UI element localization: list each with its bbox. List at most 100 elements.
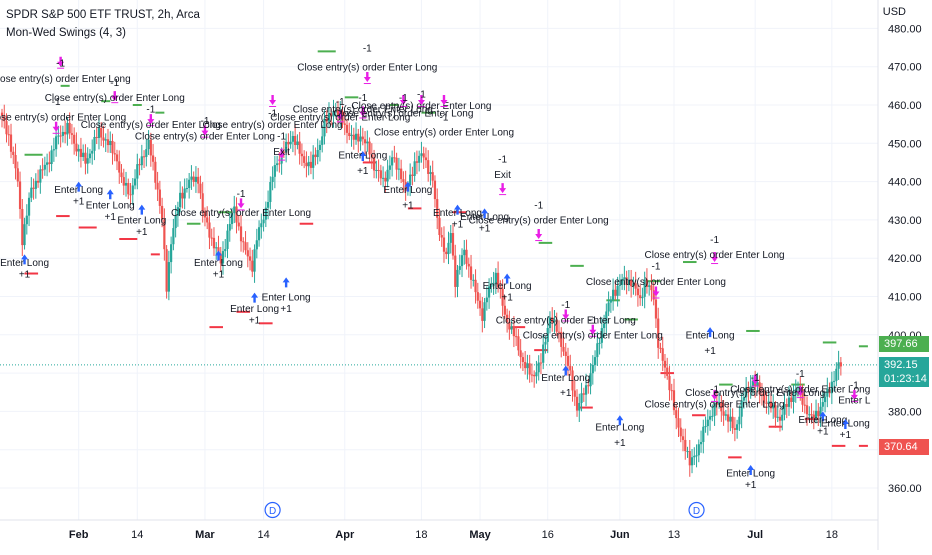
candle-body bbox=[727, 414, 730, 422]
exit-arrow-icon bbox=[111, 91, 119, 102]
candle-body bbox=[612, 289, 615, 301]
candle-body bbox=[95, 136, 98, 138]
candle-body bbox=[715, 403, 718, 405]
dividend-marker[interactable] bbox=[688, 501, 705, 519]
candle-body bbox=[600, 328, 603, 343]
candle-body bbox=[519, 350, 522, 358]
candle-body bbox=[246, 250, 249, 257]
exit-qty-label: -1 bbox=[56, 59, 65, 70]
currency-label[interactable]: USD bbox=[882, 6, 906, 18]
candle-body bbox=[228, 224, 231, 231]
candle-body bbox=[375, 169, 378, 171]
candle-body bbox=[262, 219, 265, 224]
exit-label: Close entry(s) order Enter Long bbox=[203, 120, 343, 131]
candle-body bbox=[104, 139, 107, 141]
candle-body bbox=[149, 139, 152, 156]
time-tick-label: Feb bbox=[69, 529, 89, 541]
symbol-title[interactable]: SPDR S&P 500 ETF TRUST, 2h, Arca bbox=[6, 9, 200, 21]
exit-qty-label: -1 bbox=[237, 189, 246, 200]
entry-arrow-icon bbox=[819, 411, 827, 422]
entry-arrow-icon bbox=[138, 204, 146, 215]
dividend-marker[interactable] bbox=[264, 501, 281, 519]
price-tick-label: 450.00 bbox=[888, 138, 922, 150]
candle-body bbox=[36, 180, 40, 183]
candle-body bbox=[111, 140, 114, 154]
candle-body bbox=[226, 230, 229, 249]
exit-qty-label: -1 bbox=[358, 93, 367, 104]
candle-body bbox=[206, 217, 209, 223]
candle-body bbox=[751, 381, 755, 387]
exit-label: Close entry(s) order Enter Long bbox=[270, 112, 410, 123]
price-tick-label: 470.00 bbox=[888, 62, 922, 74]
exit-arrow-icon bbox=[363, 72, 371, 83]
candle-body bbox=[589, 373, 592, 387]
candle-body bbox=[442, 237, 446, 252]
price-tick-label: 430.00 bbox=[888, 215, 922, 227]
candle-body bbox=[269, 182, 272, 203]
exit-arrow-icon bbox=[52, 121, 60, 132]
entry-arrow-icon bbox=[454, 204, 462, 215]
candle-body bbox=[745, 387, 748, 398]
candle-body bbox=[643, 279, 646, 297]
candle-body bbox=[278, 163, 281, 165]
candle-body bbox=[515, 336, 518, 338]
candle-body bbox=[433, 180, 437, 200]
candle-body bbox=[16, 168, 19, 182]
candle-body bbox=[706, 419, 709, 427]
candle-body bbox=[832, 380, 836, 382]
candle-body bbox=[219, 253, 222, 264]
time-tick-label: Jul bbox=[747, 529, 763, 541]
candle-body bbox=[478, 300, 482, 309]
price-tick-label: 410.00 bbox=[888, 292, 922, 304]
candle-body bbox=[684, 439, 687, 452]
candle-body bbox=[52, 149, 55, 151]
candle-body bbox=[7, 134, 10, 136]
indicator-title[interactable]: Mon-Wed Swings (4, 3) bbox=[6, 27, 126, 39]
candle-body bbox=[372, 157, 376, 171]
candle-body bbox=[451, 233, 455, 256]
entry-arrow-icon bbox=[481, 208, 489, 219]
candle-body bbox=[192, 176, 195, 182]
candle-body bbox=[720, 402, 723, 412]
candle-body bbox=[826, 389, 829, 397]
candle-body bbox=[393, 157, 396, 159]
candle-body bbox=[188, 179, 191, 189]
time-tick-label: 16 bbox=[542, 529, 554, 541]
candle-body bbox=[48, 162, 51, 165]
candle-body bbox=[334, 110, 337, 112]
candle-body bbox=[172, 228, 175, 245]
candle-body bbox=[697, 444, 700, 456]
candle-body bbox=[535, 372, 538, 377]
exit-arrow-icon bbox=[57, 56, 65, 67]
candle-body bbox=[828, 389, 831, 394]
entry-qty-label: +1 bbox=[73, 197, 85, 208]
candle-body bbox=[411, 174, 414, 176]
candle-body bbox=[208, 222, 211, 238]
candle-body bbox=[289, 141, 292, 145]
candle-body bbox=[158, 189, 161, 206]
entry-qty-label: +1 bbox=[249, 315, 261, 326]
candle-body bbox=[808, 414, 811, 416]
candle-body bbox=[686, 451, 689, 453]
candle-body bbox=[537, 362, 540, 373]
candle-body bbox=[490, 285, 493, 287]
bar-countdown: 01:23:14 bbox=[884, 372, 927, 385]
candle-body bbox=[79, 148, 83, 157]
candle-body bbox=[391, 157, 394, 166]
candle-body bbox=[445, 251, 448, 255]
exit-qty-label: -1 bbox=[534, 200, 543, 211]
exit-label: Close entry(s) order Enter Long bbox=[293, 105, 433, 116]
candle-body bbox=[765, 402, 768, 404]
candle-body bbox=[616, 285, 619, 296]
candle-body bbox=[474, 279, 477, 293]
candle-body bbox=[422, 153, 425, 158]
exit-arrow-icon bbox=[269, 95, 277, 105]
candle-body bbox=[632, 283, 635, 287]
candle-body bbox=[449, 233, 452, 243]
exit-label: Close entry(s) order Enter Long bbox=[496, 315, 636, 326]
candle-body bbox=[677, 418, 680, 428]
candle-body bbox=[402, 179, 405, 182]
candle-body bbox=[526, 363, 529, 369]
